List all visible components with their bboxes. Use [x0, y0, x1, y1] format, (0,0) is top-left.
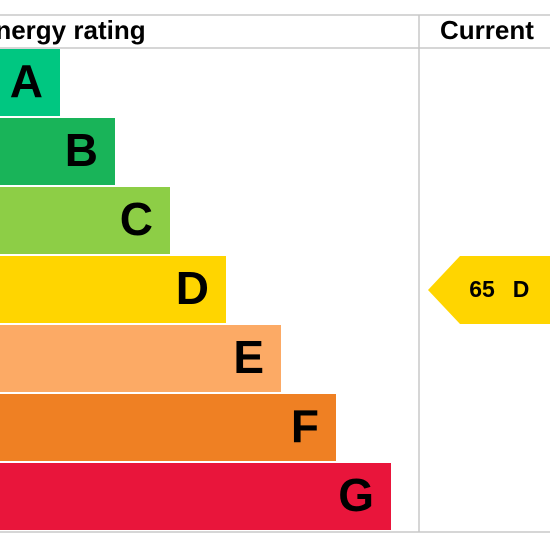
band-bar: [0, 118, 115, 185]
band-letter: C: [120, 193, 153, 245]
band-bar: [0, 394, 336, 461]
header-title: Energy rating: [0, 15, 146, 45]
band-letter: B: [65, 124, 98, 176]
band-letter: G: [338, 469, 374, 521]
band-letter: E: [233, 331, 264, 383]
band-bar: [0, 187, 170, 254]
band-bar: [0, 256, 226, 323]
current-arrow: [428, 256, 550, 324]
band-bar: [0, 463, 391, 530]
band-bar: [0, 49, 60, 116]
band-letter: F: [291, 400, 319, 452]
band-letter: D: [176, 262, 209, 314]
current-score: 65: [469, 276, 495, 302]
current-band: D: [513, 276, 530, 302]
band-bar: [0, 325, 281, 392]
header-current: Current: [440, 15, 534, 45]
band-letter: A: [10, 55, 43, 107]
